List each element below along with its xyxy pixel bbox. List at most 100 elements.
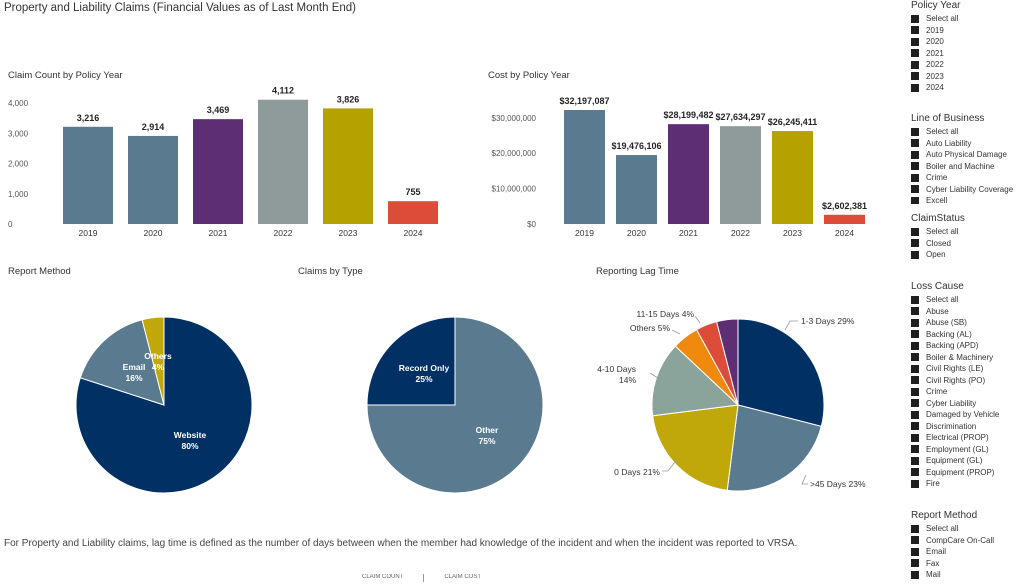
slicer-item[interactable]: Boiler and Machine xyxy=(911,161,1024,173)
slicer-item[interactable]: Backing (APD) xyxy=(911,340,1024,352)
checkbox-icon[interactable] xyxy=(911,37,919,46)
slicer-item[interactable]: Electrical (PROP) xyxy=(911,432,1024,444)
checkbox-icon[interactable] xyxy=(911,60,919,69)
slicer-item[interactable]: Abuse (SB) xyxy=(911,317,1024,329)
slicer-item[interactable]: Select all xyxy=(911,126,1024,138)
slicer-item[interactable]: Auto Liability xyxy=(911,138,1024,150)
checkbox-icon[interactable] xyxy=(911,72,919,81)
slicer-item[interactable]: Discrimination xyxy=(911,421,1024,433)
pie-slice[interactable] xyxy=(737,318,825,427)
slicer-item[interactable]: Open xyxy=(911,249,1024,261)
slicer-item[interactable]: Auto Physical Damage xyxy=(911,149,1024,161)
checkbox-icon[interactable] xyxy=(911,536,919,545)
slicer-item[interactable]: Employment (GL) xyxy=(911,444,1024,456)
slicer-item[interactable]: Fax xyxy=(911,558,1024,570)
checkbox-icon[interactable] xyxy=(911,387,919,396)
bar[interactable] xyxy=(63,126,113,224)
bar[interactable] xyxy=(668,124,709,224)
slicer-item[interactable]: Select all xyxy=(911,13,1024,25)
checkbox-icon[interactable] xyxy=(911,295,919,304)
slicer-item[interactable]: Mail xyxy=(911,569,1024,581)
bar[interactable] xyxy=(772,131,813,224)
slicer-item[interactable]: 2022 xyxy=(911,59,1024,71)
checkbox-icon[interactable] xyxy=(911,468,919,477)
slicer-item[interactable]: Cyber Liability Coverage xyxy=(911,184,1024,196)
pie-slice[interactable] xyxy=(141,316,165,406)
checkbox-icon[interactable] xyxy=(911,227,919,236)
checkbox-icon[interactable] xyxy=(911,479,919,488)
checkbox-icon[interactable] xyxy=(911,239,919,248)
slicer-item[interactable]: Select all xyxy=(911,523,1024,535)
bar[interactable] xyxy=(128,135,178,224)
checkbox-icon[interactable] xyxy=(911,173,919,182)
pie-slice[interactable] xyxy=(366,316,456,406)
slicer-item[interactable]: Civil Rights (LE) xyxy=(911,363,1024,375)
checkbox-icon[interactable] xyxy=(911,341,919,350)
checkbox-icon[interactable] xyxy=(911,127,919,136)
checkbox-icon[interactable] xyxy=(911,559,919,568)
checkbox-icon[interactable] xyxy=(911,14,919,23)
slicer-item[interactable]: 2023 xyxy=(911,71,1024,83)
pie-slice[interactable] xyxy=(716,318,739,406)
checkbox-icon[interactable] xyxy=(911,524,919,533)
slicer-item[interactable]: Select all xyxy=(911,226,1024,238)
checkbox-icon[interactable] xyxy=(911,139,919,148)
checkbox-icon[interactable] xyxy=(911,330,919,339)
slicer-item[interactable]: Damaged by Vehicle xyxy=(911,409,1024,421)
bar[interactable] xyxy=(616,155,657,224)
slicer-item[interactable]: Abuse xyxy=(911,306,1024,318)
slicer-item[interactable]: Equipment (GL) xyxy=(911,455,1024,467)
slicer-item[interactable]: 2019 xyxy=(911,25,1024,37)
checkbox-icon[interactable] xyxy=(911,433,919,442)
slicer-item[interactable]: Crime xyxy=(911,172,1024,184)
checkbox-icon[interactable] xyxy=(911,422,919,431)
slicer-item[interactable]: 2021 xyxy=(911,48,1024,60)
checkbox-icon[interactable] xyxy=(911,376,919,385)
slicer-item[interactable]: CompCare On-Call xyxy=(911,535,1024,547)
bar[interactable] xyxy=(564,110,605,224)
checkbox-icon[interactable] xyxy=(911,26,919,35)
bar[interactable] xyxy=(824,214,865,224)
slicer-item[interactable]: Fire xyxy=(911,478,1024,490)
bar[interactable] xyxy=(720,126,761,224)
slicer-item[interactable]: Civil Rights (PO) xyxy=(911,375,1024,387)
checkbox-icon[interactable] xyxy=(911,547,919,556)
tab-claim-count[interactable]: CLAIM COUNT xyxy=(362,574,404,580)
checkbox-icon[interactable] xyxy=(911,150,919,159)
checkbox-icon[interactable] xyxy=(911,353,919,362)
slicer-item[interactable]: 2020 xyxy=(911,36,1024,48)
checkbox-icon[interactable] xyxy=(911,250,919,259)
bar[interactable] xyxy=(388,201,438,224)
slicer-item[interactable]: Equipment (PROP) xyxy=(911,467,1024,479)
slicer-item[interactable]: Backing (AL) xyxy=(911,329,1024,341)
checkbox-icon[interactable] xyxy=(911,318,919,327)
tab-claim-cost[interactable]: CLAIM COST xyxy=(444,574,482,580)
bar[interactable] xyxy=(323,108,373,224)
checkbox-icon[interactable] xyxy=(911,83,919,92)
pie-slice[interactable] xyxy=(726,404,822,492)
checkbox-icon[interactable] xyxy=(911,399,919,408)
checkbox-icon[interactable] xyxy=(911,364,919,373)
slicer-item[interactable]: 2024 xyxy=(911,82,1024,94)
checkbox-icon[interactable] xyxy=(911,185,919,194)
checkbox-icon[interactable] xyxy=(911,307,919,316)
pie-slice[interactable] xyxy=(652,404,739,491)
slicer-item[interactable]: Cyber Liability xyxy=(911,398,1024,410)
checkbox-icon[interactable] xyxy=(911,456,919,465)
pie-slice[interactable] xyxy=(79,319,165,406)
checkbox-icon[interactable] xyxy=(911,445,919,454)
slicer-item[interactable]: Boiler & Machinery xyxy=(911,352,1024,364)
bar[interactable] xyxy=(193,119,243,224)
checkbox-icon[interactable] xyxy=(911,570,919,579)
checkbox-icon[interactable] xyxy=(911,162,919,171)
checkbox-icon[interactable] xyxy=(911,410,919,419)
slicer-item[interactable]: Email xyxy=(911,546,1024,558)
slicer-item[interactable]: Crime xyxy=(911,386,1024,398)
pie-slice[interactable] xyxy=(651,345,740,417)
slicer-item[interactable]: Closed xyxy=(911,238,1024,250)
checkbox-icon[interactable] xyxy=(911,49,919,58)
bar[interactable] xyxy=(258,99,308,224)
slicer-item[interactable]: Select all xyxy=(911,294,1024,306)
checkbox-icon[interactable] xyxy=(911,196,919,204)
slicer-item[interactable]: Excell xyxy=(911,195,1024,204)
